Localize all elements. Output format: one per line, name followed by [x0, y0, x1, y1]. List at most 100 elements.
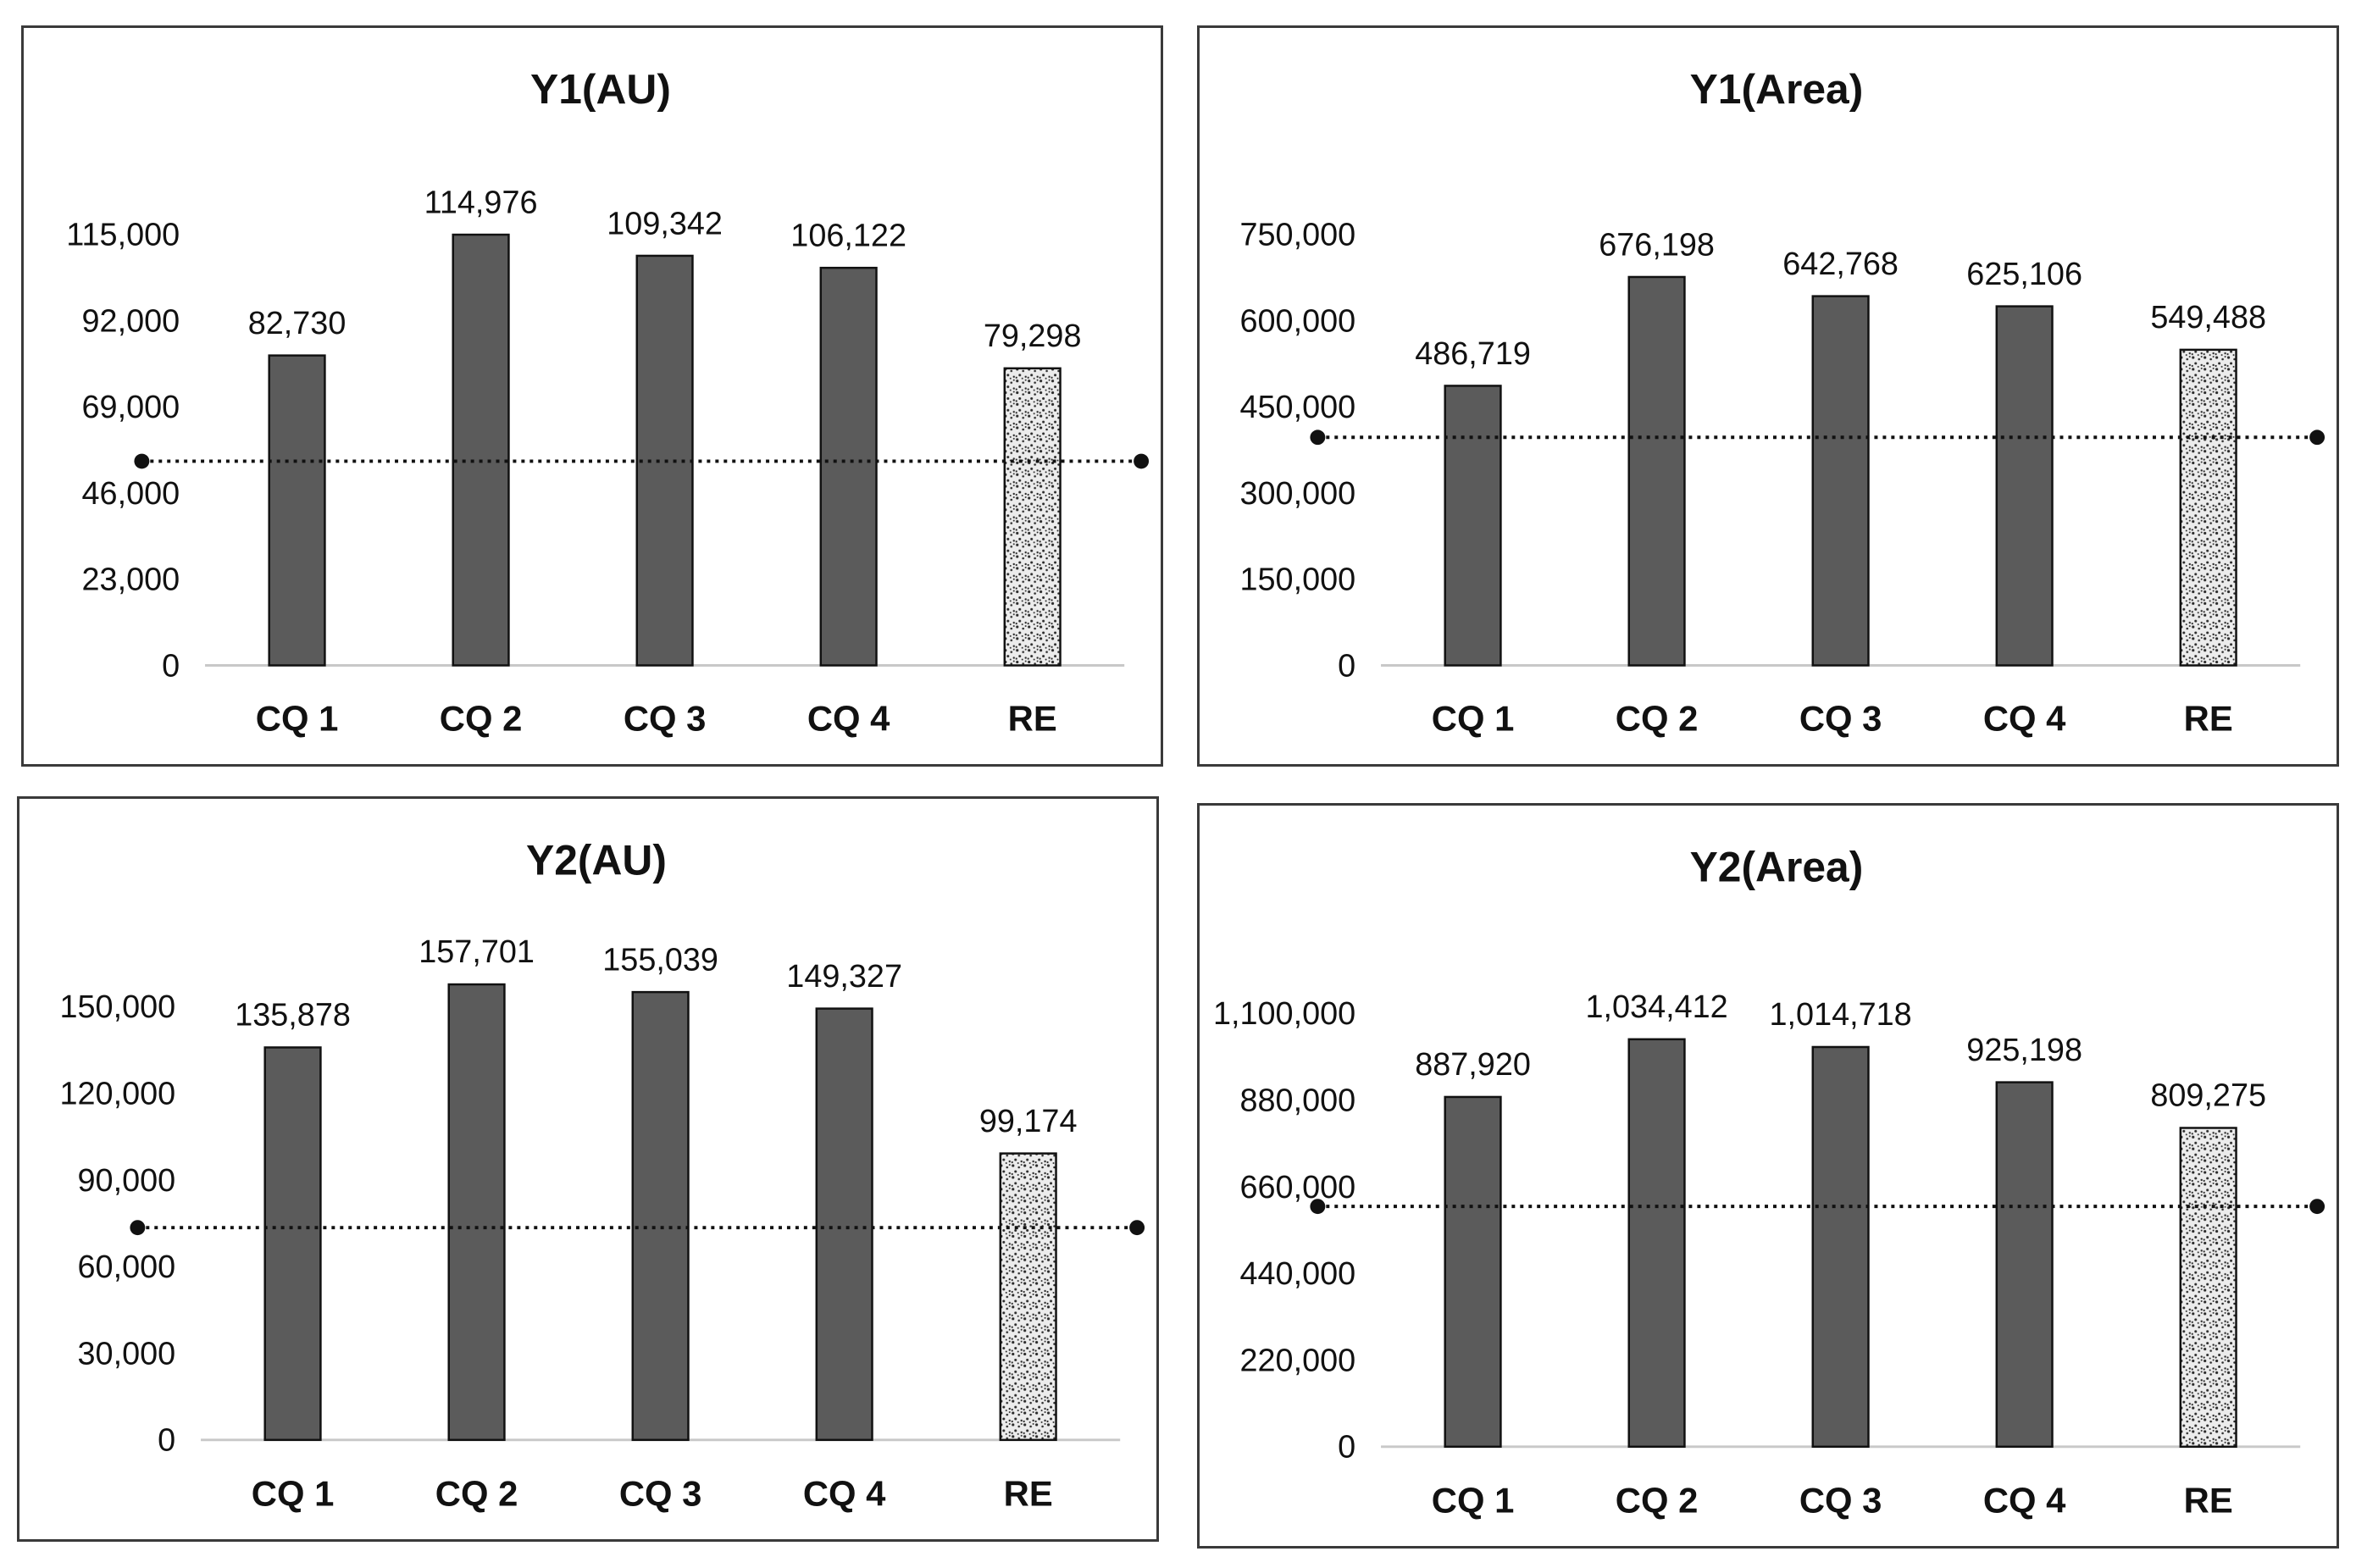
data-label: 149,327 — [786, 959, 902, 995]
category-label: CQ 3 — [1799, 699, 1882, 739]
y-tick-label: 600,000 — [1240, 303, 1356, 339]
chart-title: Y2(AU) — [526, 836, 667, 884]
data-label: 642,768 — [1782, 246, 1899, 281]
y-tick-label: 660,000 — [1239, 1170, 1355, 1205]
data-label: 99,174 — [979, 1104, 1078, 1139]
category-label: CQ 1 — [252, 1473, 335, 1513]
bar-re — [2179, 348, 2237, 667]
bar-re — [999, 1152, 1057, 1442]
category-label: CQ 2 — [440, 699, 523, 739]
category-label: CQ 2 — [435, 1473, 518, 1513]
bar-3 — [631, 990, 690, 1442]
category-label: CQ 3 — [624, 699, 707, 739]
data-label: 114,976 — [424, 184, 538, 219]
data-label: 157,701 — [419, 934, 535, 970]
category-label: CQ 1 — [1432, 699, 1515, 739]
y-tick-label: 150,000 — [59, 989, 175, 1025]
chart-svg: Y1(AU) 0 23,000 46,000 69,000 92,000 115,000 82… — [66, 65, 1150, 739]
y-tick-label: 92,000 — [82, 303, 180, 339]
data-label: 925,198 — [1966, 1033, 2082, 1068]
chart-svg: Y2(AU) 0 30,000 60,000 90,000 120,000 150,000 1… — [59, 836, 1145, 1513]
bar-2 — [447, 983, 506, 1442]
y-tick-label: 30,000 — [78, 1336, 176, 1371]
bar-re — [2179, 1127, 2237, 1449]
reference-line-end-marker — [1129, 1220, 1145, 1236]
data-label: 887,920 — [1415, 1047, 1531, 1083]
category-label: CQ 3 — [1799, 1480, 1882, 1520]
bar-3 — [1811, 1045, 1870, 1449]
chart-panel-y2-au: Y2(AU) 0 30,000 60,000 90,000 120,000 150,000 1… — [17, 796, 1159, 1542]
chart-title: Y2(Area) — [1690, 843, 1864, 890]
y-tick-label: 60,000 — [78, 1249, 176, 1285]
data-label: 1,014,718 — [1770, 997, 1912, 1033]
data-label: 135,878 — [235, 998, 351, 1033]
reference-line-start-marker — [134, 453, 150, 469]
y-tick-label: 150,000 — [1240, 562, 1356, 597]
chart-svg: Y2(Area) 0 220,000 440,000 660,000 880,000 1,1… — [1213, 843, 2326, 1520]
data-label: 79,298 — [984, 318, 1082, 353]
bar-4 — [1995, 1081, 2054, 1449]
y-tick-label: 750,000 — [1240, 217, 1356, 252]
bar-4 — [815, 1007, 873, 1442]
chart-panel-y1-area: Y1(Area) 0 150,000 300,000 450,000 600,000 750… — [1197, 25, 2339, 767]
chart-panel-y1-au: Y1(AU) 0 23,000 46,000 69,000 92,000 115,000 82… — [21, 25, 1163, 767]
y-tick-label: 300,000 — [1240, 475, 1356, 511]
data-label: 625,106 — [1966, 256, 2082, 291]
data-label: 809,275 — [2150, 1078, 2266, 1114]
bar-1 — [1444, 1095, 1502, 1449]
category-label: CQ 4 — [1983, 699, 2066, 739]
chart-panel-y2-area: Y2(Area) 0 220,000 440,000 660,000 880,000 1,1… — [1197, 803, 2339, 1549]
reference-line-start-marker — [130, 1220, 146, 1236]
y-tick-label: 880,000 — [1239, 1083, 1355, 1119]
reference-line-end-marker — [2309, 1199, 2326, 1215]
category-label: CQ 2 — [1616, 1480, 1699, 1520]
y-tick-label: 1,100,000 — [1213, 996, 1355, 1032]
data-label: 155,039 — [602, 942, 718, 978]
y-tick-label: 0 — [162, 647, 180, 683]
bar-3 — [1811, 295, 1870, 667]
bar-4 — [819, 266, 878, 667]
bar-2 — [1627, 1038, 1686, 1449]
reference-line-start-marker — [1310, 429, 1326, 446]
y-tick-label: 23,000 — [82, 562, 180, 597]
data-label: 676,198 — [1599, 226, 1715, 262]
chart-title: Y1(AU) — [530, 65, 671, 113]
category-label: CQ 3 — [619, 1473, 702, 1513]
y-tick-label: 0 — [1338, 647, 1355, 683]
chart-title: Y1(Area) — [1690, 65, 1864, 113]
bar-re — [1003, 367, 1062, 667]
y-tick-label: 0 — [158, 1423, 175, 1459]
bar-4 — [1995, 305, 2054, 667]
y-tick-label: 46,000 — [82, 475, 180, 511]
reference-line-end-marker — [2309, 429, 2326, 446]
category-label: CQ 4 — [803, 1473, 886, 1513]
data-label: 106,122 — [790, 218, 906, 253]
bar-2 — [1627, 275, 1686, 667]
category-label: RE — [1004, 1473, 1053, 1513]
chart-svg: Y1(Area) 0 150,000 300,000 450,000 600,000 750… — [1240, 65, 2326, 739]
bar-2 — [452, 233, 510, 667]
data-label: 486,719 — [1415, 335, 1531, 371]
y-tick-label: 0 — [1338, 1430, 1355, 1465]
y-tick-label: 69,000 — [82, 389, 180, 424]
y-tick-label: 90,000 — [78, 1163, 176, 1199]
data-label: 109,342 — [607, 205, 723, 241]
y-tick-label: 450,000 — [1240, 389, 1356, 424]
bar-1 — [1444, 385, 1502, 667]
category-label: CQ 1 — [256, 699, 339, 739]
y-tick-label: 440,000 — [1239, 1256, 1355, 1292]
bar-1 — [263, 1046, 322, 1442]
category-label: CQ 4 — [807, 699, 890, 739]
data-label: 82,730 — [248, 305, 346, 341]
category-label: CQ 1 — [1432, 1480, 1515, 1520]
category-label: CQ 2 — [1616, 699, 1699, 739]
bar-1 — [268, 354, 326, 667]
category-label: RE — [1008, 699, 1057, 739]
reference-line-start-marker — [1310, 1199, 1326, 1215]
y-tick-label: 115,000 — [66, 217, 180, 252]
y-tick-label: 120,000 — [59, 1077, 175, 1112]
category-label: RE — [2184, 1480, 2233, 1520]
data-label: 1,034,412 — [1585, 989, 1727, 1025]
y-tick-label: 220,000 — [1239, 1343, 1355, 1378]
category-label: CQ 4 — [1983, 1480, 2066, 1520]
